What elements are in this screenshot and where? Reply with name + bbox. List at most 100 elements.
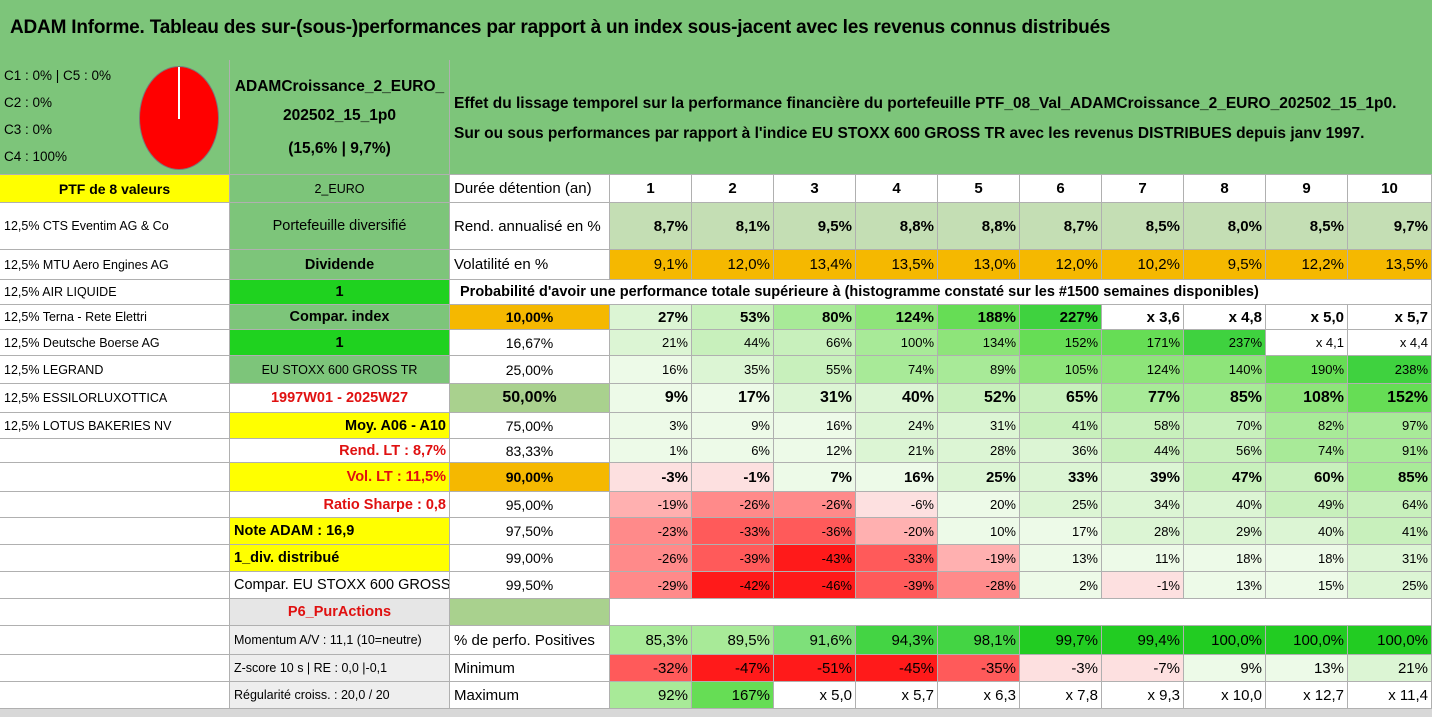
class-line: C2 : 0% [4, 95, 53, 110]
maximum-cell: 167% [692, 682, 774, 709]
maximum-cell: x 5,7 [856, 682, 938, 709]
year-header: 7 [1102, 175, 1184, 203]
param-cell: 1_div. distribué [230, 545, 450, 572]
probability-value: 60% [1266, 463, 1348, 492]
probability-value: 29% [1184, 518, 1266, 545]
probability-value: 24% [856, 413, 938, 439]
minimum-cell: 13% [1266, 655, 1348, 682]
year-header: 9 [1266, 175, 1348, 203]
minimum-cell: -3% [1020, 655, 1102, 682]
empty-cell [610, 599, 1432, 626]
probability-value: 52% [938, 384, 1020, 413]
probability-value: 100% [856, 330, 938, 356]
probability-value: 108% [1266, 384, 1348, 413]
probability-value: 40% [856, 384, 938, 413]
holding-item: 12,5% CTS Eventim AG & Co [0, 203, 230, 250]
volatility-cell: 13,4% [774, 250, 856, 280]
probability-value: 34% [1102, 492, 1184, 518]
probability-value: 25% [1020, 492, 1102, 518]
probability-value: 134% [938, 330, 1020, 356]
probability-value: -19% [610, 492, 692, 518]
description-line2: Sur ou sous performances par rapport à l… [454, 125, 1365, 142]
annual-return-cell: 8,0% [1184, 203, 1266, 250]
probability-value: 10% [938, 518, 1020, 545]
year-header: 6 [1020, 175, 1102, 203]
probability-value: 12% [774, 439, 856, 463]
probability-value: 85% [1348, 463, 1432, 492]
minimum-cell: -32% [610, 655, 692, 682]
minimum-cell: 21% [1348, 655, 1432, 682]
title-bar: ADAM Informe. Tableau des sur-(sous-)per… [0, 0, 1432, 61]
empty-cell [0, 518, 230, 545]
param-cell: Compar. EU STOXX 600 GROSS TR [230, 572, 450, 599]
probability-value: -39% [692, 545, 774, 572]
description-box: Effet du lissage temporel sur la perform… [450, 60, 1432, 175]
volatility-cell: 9,5% [1184, 250, 1266, 280]
probability-level: 83,33% [450, 439, 610, 463]
probability-value: 80% [774, 305, 856, 330]
empty-cell [0, 682, 230, 709]
probability-value: 77% [1102, 384, 1184, 413]
probability-value: 227% [1020, 305, 1102, 330]
year-header: 2 [692, 175, 774, 203]
description-line1: Effet du lissage temporel sur la perform… [454, 95, 1397, 112]
positive-rate-cell: 99,7% [1020, 626, 1102, 655]
positive-rate-cell: 85,3% [610, 626, 692, 655]
probability-value: 3% [610, 413, 692, 439]
empty-cell [0, 463, 230, 492]
probability-value: 31% [938, 413, 1020, 439]
probability-value: 238% [1348, 356, 1432, 384]
probability-value: 40% [1184, 492, 1266, 518]
probability-value: 35% [692, 356, 774, 384]
annual-return-cell: 8,1% [692, 203, 774, 250]
probability-value: 41% [1020, 413, 1102, 439]
probability-value: 13% [1020, 545, 1102, 572]
class-line: C1 : 0% | C5 : 0% [4, 68, 112, 83]
probability-value: 41% [1348, 518, 1432, 545]
probability-value: 74% [856, 356, 938, 384]
probability-value: 97% [1348, 413, 1432, 439]
probability-value: 65% [1020, 384, 1102, 413]
param-cell: Vol. LT : 11,5% [230, 463, 450, 492]
empty-cell [0, 626, 230, 655]
probability-value: 89% [938, 356, 1020, 384]
sheet-bottom-edge [0, 709, 1432, 717]
maximum-cell: x 10,0 [1184, 682, 1266, 709]
minimum-cell: -51% [774, 655, 856, 682]
annual-return-cell: 8,8% [938, 203, 1020, 250]
probability-value: -46% [774, 572, 856, 599]
row-label-rend: Rend. annualisé en % [450, 203, 610, 250]
probability-value: 55% [774, 356, 856, 384]
probability-value: 27% [610, 305, 692, 330]
probability-value: 40% [1266, 518, 1348, 545]
class-line: C3 : 0% [4, 122, 53, 137]
empty-cell [0, 655, 230, 682]
minimum-cell: -45% [856, 655, 938, 682]
probability-value: 124% [856, 305, 938, 330]
probability-value: 9% [692, 413, 774, 439]
volatility-cell: 9,1% [610, 250, 692, 280]
probability-value: 31% [1348, 545, 1432, 572]
year-header: 3 [774, 175, 856, 203]
minimum-cell: 9% [1184, 655, 1266, 682]
probability-value: 36% [1020, 439, 1102, 463]
holding-item: 12,5% Deutsche Boerse AG [0, 330, 230, 356]
year-header: 4 [856, 175, 938, 203]
probability-value: 140% [1184, 356, 1266, 384]
probability-value: 47% [1184, 463, 1266, 492]
probability-value: 16% [774, 413, 856, 439]
probability-value: 15% [1266, 572, 1348, 599]
probability-level: 99,50% [450, 572, 610, 599]
minimum-cell: -47% [692, 655, 774, 682]
volatility-cell: 12,2% [1266, 250, 1348, 280]
probability-value: 237% [1184, 330, 1266, 356]
probability-value: -33% [692, 518, 774, 545]
param-cell: 1997W01 - 2025W27 [230, 384, 450, 413]
year-header: 8 [1184, 175, 1266, 203]
probability-value: 18% [1266, 545, 1348, 572]
probability-value: x 4,8 [1184, 305, 1266, 330]
volatility-cell: 13,5% [856, 250, 938, 280]
row-label-positive: % de perfo. Positives [450, 626, 610, 655]
param-cell: P6_PurActions [230, 599, 450, 626]
